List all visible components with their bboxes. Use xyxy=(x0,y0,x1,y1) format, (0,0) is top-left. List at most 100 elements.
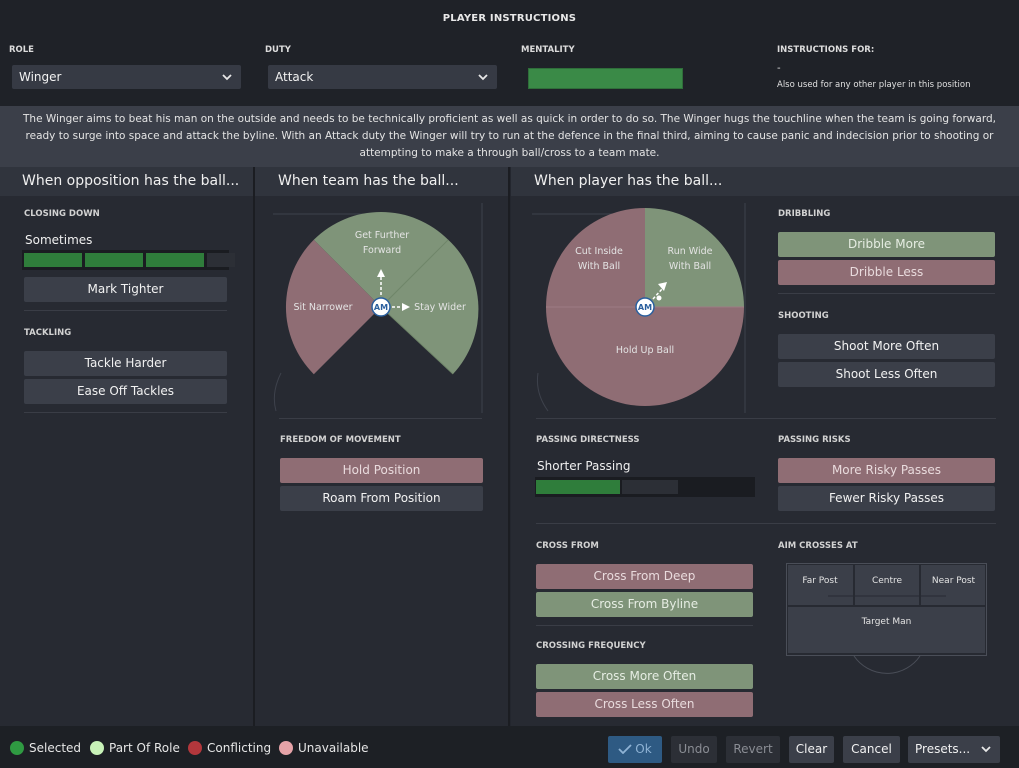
shoot-less-often-button[interactable]: Shoot Less Often xyxy=(778,362,995,387)
aim-target-man[interactable]: Target Man xyxy=(861,617,912,627)
player-possession-header: When player has the ball... xyxy=(511,167,1019,196)
run-wide-zone xyxy=(645,208,744,307)
hold-up-ball-zone xyxy=(546,307,744,406)
movement-pitch: Get Further Forward Sit Narrower Stay Wi… xyxy=(273,203,483,413)
footer-bar: Selected Part Of Role Conflicting Unavailab… xyxy=(0,726,1019,768)
duty-dropdown[interactable]: Attack xyxy=(268,65,497,89)
aim-crosses-at-label: AIM CROSSES AT xyxy=(778,541,858,551)
divider xyxy=(778,293,995,294)
legend-label: Selected xyxy=(29,741,82,755)
get-further-forward-label-1: Get Further xyxy=(355,230,409,241)
window-title: PLAYER INSTRUCTIONS xyxy=(0,0,1019,38)
slider-track xyxy=(622,480,678,494)
role-description: The Winger aims to beat his man on the o… xyxy=(0,106,1019,167)
role-dropdown[interactable]: Winger xyxy=(12,65,241,89)
closing-down-value: Sometimes xyxy=(25,233,93,247)
duty-label: DUTY xyxy=(265,45,291,55)
dribble-more-button[interactable]: Dribble More xyxy=(778,232,995,257)
mark-tighter-button[interactable]: Mark Tighter xyxy=(24,277,227,302)
legend-dot-icon xyxy=(188,741,202,755)
get-further-forward-label-2: Forward xyxy=(363,245,401,256)
fewer-risky-passes-button[interactable]: Fewer Risky Passes xyxy=(778,486,995,511)
sit-narrower-label: Sit Narrower xyxy=(293,302,352,313)
ok-button[interactable]: Ok xyxy=(608,736,662,763)
legend-item: Selected xyxy=(10,740,81,756)
cancel-button[interactable]: Cancel xyxy=(843,736,900,763)
column-divider xyxy=(253,167,255,726)
shoot-more-often-button[interactable]: Shoot More Often xyxy=(778,334,995,359)
legend-dot-icon xyxy=(90,741,104,755)
more-risky-passes-button[interactable]: More Risky Passes xyxy=(778,458,995,483)
aim-centre[interactable]: Centre xyxy=(871,576,903,586)
team-possession-panel: When team has the ball... Get Further Fo… xyxy=(255,167,508,726)
cross-from-label: CROSS FROM xyxy=(536,541,599,551)
role-settings-row: ROLE Winger DUTY Attack MENTALITY INSTRU… xyxy=(0,38,1019,106)
legend-item: Conflicting xyxy=(188,740,271,756)
sit-narrower-zone xyxy=(285,239,381,375)
presets-label: Presets... xyxy=(915,742,971,756)
divider xyxy=(536,625,753,626)
freedom-of-movement-label: FREEDOM OF MOVEMENT xyxy=(280,435,401,445)
dribble-less-button[interactable]: Dribble Less xyxy=(778,260,995,285)
player-possession-panel: When player has the ball... Cut Inside W… xyxy=(511,167,1019,726)
cut-inside-label-2: With Ball xyxy=(578,261,620,272)
legend-item: Unavailable xyxy=(279,740,369,756)
column-divider xyxy=(508,167,510,726)
divider xyxy=(536,523,996,524)
checkmark-icon xyxy=(618,744,632,755)
instructions-for-value: - xyxy=(777,63,781,74)
slider-segment xyxy=(207,253,235,267)
cross-from-deep-button[interactable]: Cross From Deep xyxy=(536,564,753,589)
run-wide-label-2: With Ball xyxy=(669,261,711,272)
hold-position-button[interactable]: Hold Position xyxy=(280,458,483,483)
roam-from-position-button[interactable]: Roam From Position xyxy=(280,486,483,511)
legend-label: Conflicting xyxy=(207,741,272,755)
instructions-for-note: Also used for any other player in this p… xyxy=(777,80,971,90)
hold-up-ball-label: Hold Up Ball xyxy=(616,345,674,356)
cross-from-byline-button[interactable]: Cross From Byline xyxy=(536,592,753,617)
revert-button[interactable]: Revert xyxy=(726,736,780,763)
opposition-header: When opposition has the ball... xyxy=(0,167,253,196)
cut-inside-label-1: Cut Inside xyxy=(575,246,623,257)
legend-label: Part Of Role xyxy=(109,741,180,755)
clear-button[interactable]: Clear xyxy=(789,736,834,763)
passing-directness-slider[interactable] xyxy=(535,477,755,497)
tackle-harder-button[interactable]: Tackle Harder xyxy=(24,351,227,376)
instructions-for-label: INSTRUCTIONS FOR: xyxy=(777,45,875,55)
duty-value: Attack xyxy=(275,70,314,84)
chevron-down-icon xyxy=(222,74,232,81)
undo-button[interactable]: Undo xyxy=(671,736,717,763)
dribbling-label: DRIBBLING xyxy=(778,209,831,219)
closing-down-slider[interactable] xyxy=(22,250,235,270)
team-possession-header: When team has the ball... xyxy=(255,167,508,196)
role-label: ROLE xyxy=(9,45,34,55)
cross-less-often-button[interactable]: Cross Less Often xyxy=(536,692,753,717)
mentality-label: MENTALITY xyxy=(521,45,575,55)
aim-near-post[interactable]: Near Post xyxy=(931,576,976,586)
role-value: Winger xyxy=(19,70,62,84)
divider xyxy=(24,412,227,413)
opposition-panel: When opposition has the ball... CLOSING … xyxy=(0,167,253,726)
tackling-label: TACKLING xyxy=(24,328,72,338)
ease-off-tackles-button[interactable]: Ease Off Tackles xyxy=(24,379,227,404)
ok-label: Ok xyxy=(635,742,652,756)
slider-segment xyxy=(146,253,204,267)
player-pitch: Cut Inside With Ball Run Wide With Ball … xyxy=(532,203,746,413)
stay-wider-zone xyxy=(381,239,479,374)
presets-dropdown[interactable]: Presets... xyxy=(908,736,1000,763)
slider-segment xyxy=(85,253,143,267)
slider-segment xyxy=(24,253,82,267)
passing-risks-label: PASSING RISKS xyxy=(778,435,851,445)
slider-fill xyxy=(536,480,620,494)
run-wide-label-1: Run Wide xyxy=(668,246,713,257)
chevron-down-icon xyxy=(478,74,488,81)
passing-directness-value: Shorter Passing xyxy=(537,459,631,473)
cross-more-often-button[interactable]: Cross More Often xyxy=(536,664,753,689)
aim-crosses-pitch: Far Post Centre Near Post Target Man xyxy=(786,563,987,674)
stay-wider-label: Stay Wider xyxy=(414,302,466,313)
cut-inside-zone xyxy=(546,208,645,307)
get-further-forward-zone xyxy=(313,211,449,307)
position-marker: AM xyxy=(374,303,388,312)
aim-far-post[interactable]: Far Post xyxy=(802,576,838,586)
chevron-down-icon xyxy=(981,746,991,753)
